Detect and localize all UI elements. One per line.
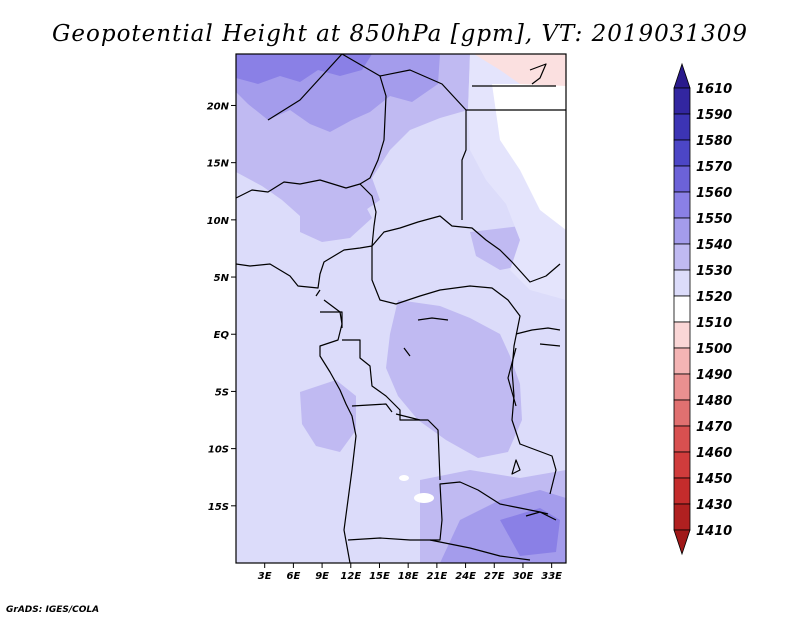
colorbar-swatch [673,425,691,453]
lake-outline [315,289,449,357]
colorbar-bottom-arrow [673,529,691,556]
lon-tick-label: 24E [455,571,476,582]
lat-tick-label: 10N [207,216,230,227]
colorbar-swatch [673,87,691,115]
colorbar-level-label: 1490 [696,368,732,383]
lon-tick-label: 27E [484,571,505,582]
colorbar-level-label: 1540 [696,238,732,253]
colorbar-level-label: 1560 [696,186,732,201]
colorbar-level-label: 1470 [696,420,732,435]
lon-tick-label: 6E [286,571,300,582]
colorbar-level-label: 1500 [696,342,732,357]
colorbar-swatch [673,269,691,297]
coastline [319,299,357,563]
colorbar-swatch [673,503,691,531]
colorbar-level-label: 1580 [696,134,732,149]
colorbar-swatch [673,113,691,141]
field-1500-1510-northeast [474,54,566,86]
field-1530-1540-angola-coast [300,380,356,452]
map-frame [235,53,567,564]
colorbar-level-label: 1410 [696,524,732,539]
colorbar-level-label: 1480 [696,394,732,409]
colorbar-top-arrow [673,62,691,89]
coastline [529,63,547,85]
colorbar-swatch [673,295,691,323]
lat-tick-label: 5S [215,387,229,398]
colorbar-swatch [673,451,691,479]
field-1510-white [492,84,566,230]
colorbar-level-label: 1510 [696,316,732,331]
colorbar-level-label: 1550 [696,212,732,227]
colorbar-swatch [673,321,691,349]
field-white-cell [414,493,434,503]
border-line [371,246,557,495]
field-1530-1540-central [300,188,372,242]
border-line [347,481,557,541]
field-1530-1540-congo [386,300,522,458]
lat-tick-label: 15N [207,159,230,170]
border-line [359,183,377,247]
field-1550-1560-sahara [236,54,372,84]
grads-credit: GrADS: IGES/COLA [6,605,99,615]
border-line [507,327,561,407]
colorbar: 1610 1590 1580 1570 1560 1550 1540 1530 1520 1510… [673,62,732,556]
colorbar-swatch [673,217,691,245]
colorbar-swatch [673,243,691,271]
colorbar-level-label: 1590 [696,108,732,123]
chart-title: Geopotential Height at 850hPa [gpm], VT:… [52,21,748,47]
border-line [351,403,421,421]
lat-tick-label: 5N [214,273,230,284]
lon-tick-label: 9E [315,571,329,582]
lon-tick-label: 21E [426,571,447,582]
lon-tick-label: 15E [369,571,390,582]
latitude-axis: 20N 15N 10N 5N EQ 5S 10S 15S [207,101,236,513]
colorbar-swatch [673,399,691,427]
border-line [320,311,441,481]
colorbar-level-label: 1570 [696,160,732,175]
colorbar-swatch [673,477,691,505]
border-line [341,54,467,220]
borders [236,54,566,563]
lon-tick-label: 30E [513,571,534,582]
lon-tick-label: 12E [340,571,361,582]
colorbar-swatch [673,347,691,375]
lat-tick-label: 20N [207,101,230,112]
colorbar-swatch [673,165,691,193]
colorbar-swatch [673,191,691,219]
colorbar-level-label: 1450 [696,472,732,487]
lon-tick-label: 33E [541,571,562,582]
border-line [429,539,531,561]
colorbar-swatch [673,373,691,401]
lat-tick-label: 15S [208,502,229,513]
field-1550-1560-south [500,508,560,556]
field-white-cell [399,475,409,481]
colorbar-swatch [673,139,691,167]
colorbar-level-label: 1460 [696,446,732,461]
lon-tick-label: 18E [398,571,419,582]
colorbar-level-label: 1520 [696,290,732,305]
lat-tick-label: 10S [208,445,229,456]
colorbar-level-label: 1430 [696,498,732,513]
lake-outline [511,459,549,517]
lon-tick-label: 3E [258,571,272,582]
colorbar-level-label: 1610 [696,82,732,97]
border-line [236,75,387,199]
longitude-axis: 3E 6E 9E 12E 15E 18E 21E 24E 27E 30E 33E [258,563,562,582]
border-line [267,54,343,121]
lat-tick-label: EQ [214,330,230,341]
colorbar-level-label: 1530 [696,264,732,279]
map-field [236,54,566,563]
border-line [236,215,561,289]
